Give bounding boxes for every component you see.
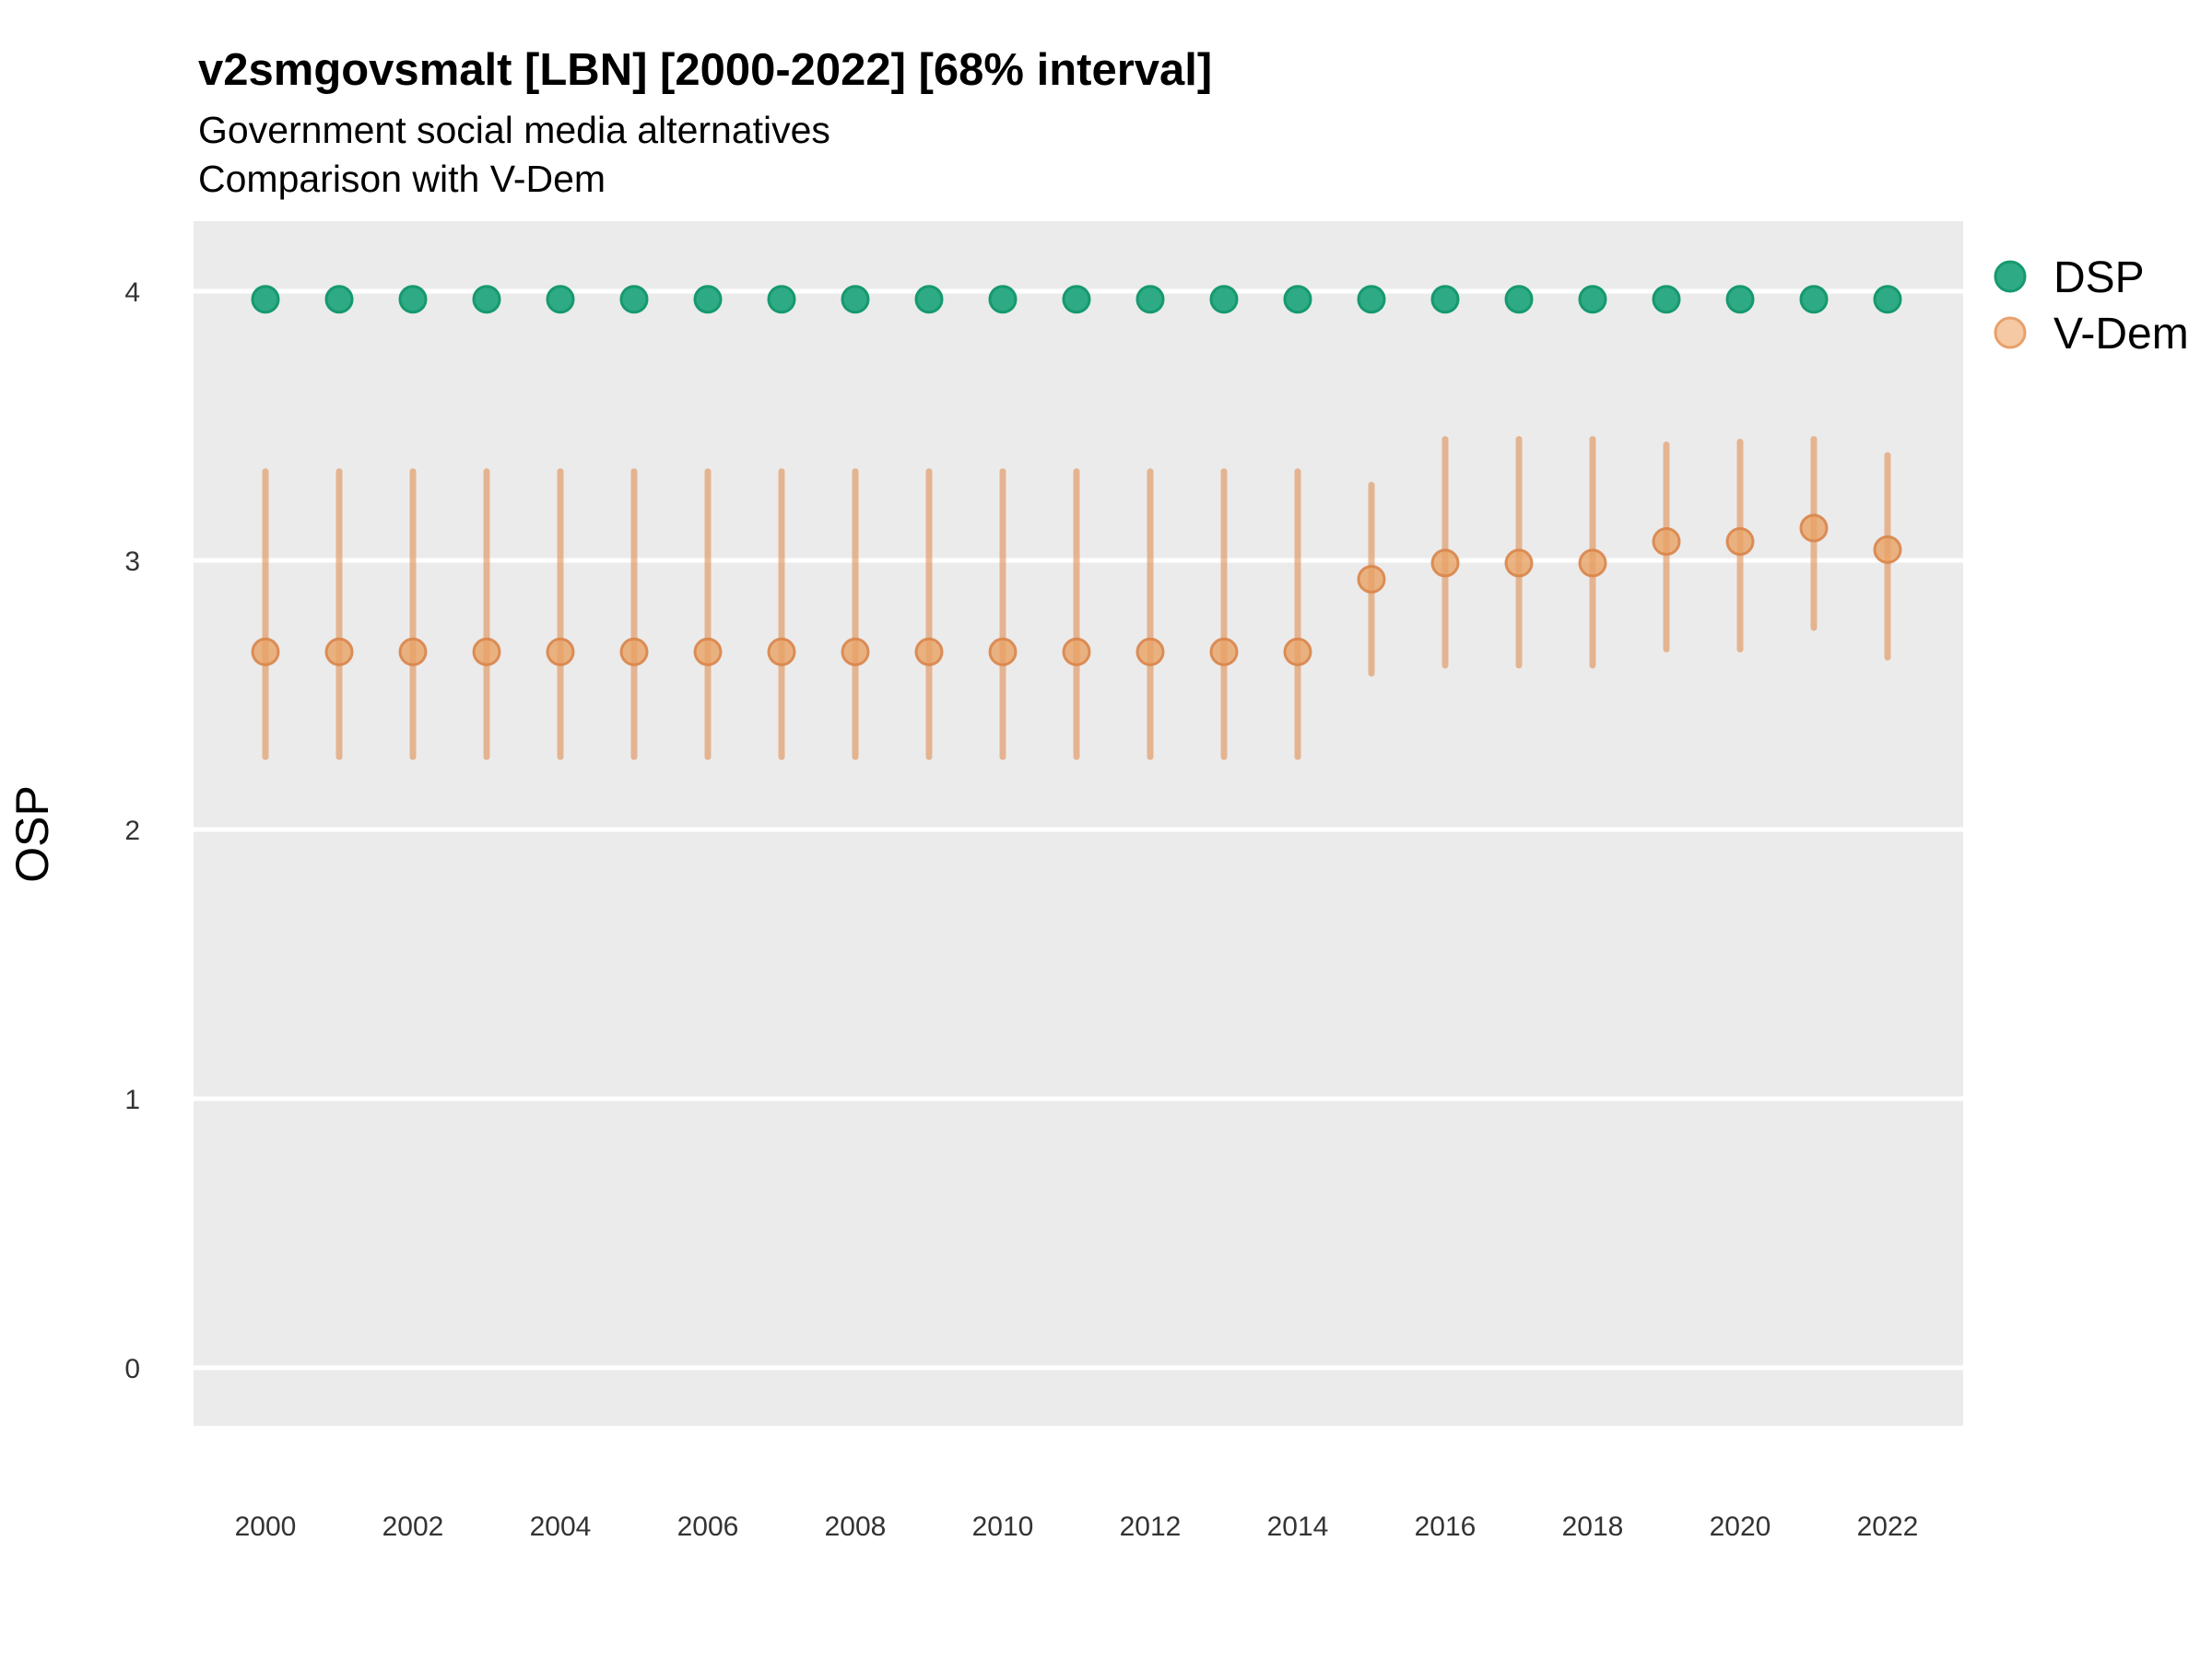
dsp-point — [1283, 285, 1312, 314]
legend-label-vdem: V-Dem — [2053, 310, 2189, 359]
x-tick-label: 2004 — [530, 1512, 592, 1542]
chart-subtitle: Government social media alternatives — [198, 109, 830, 151]
legend-item-dsp: DSP — [1994, 253, 2145, 302]
dsp-point — [1652, 285, 1681, 314]
x-tick-label: 2016 — [1415, 1512, 1477, 1542]
vdem-point — [619, 637, 649, 666]
legend-swatch-vdem-icon — [1994, 316, 2027, 349]
y-tick-labels-layer: 4 3 2 1 0 — [124, 277, 140, 1384]
dsp-point — [472, 285, 501, 314]
x-tick-label: 2022 — [1857, 1512, 1919, 1542]
legend-item-vdem: V-Dem — [1994, 310, 2189, 359]
vdem-point — [1504, 548, 1534, 578]
vdem-point — [1430, 548, 1460, 578]
x-tick-label: 2006 — [677, 1512, 739, 1542]
vdem-point — [324, 637, 354, 666]
vdem-point — [1799, 513, 1829, 543]
vdem-point — [1357, 564, 1386, 594]
vdem-point — [1283, 637, 1312, 666]
chart-subtitle-2: Comparison with V-Dem — [198, 158, 606, 200]
dsp-point — [1799, 285, 1829, 314]
x-tick-label: 2008 — [825, 1512, 887, 1542]
x-tick-labels-layer: 2000 2002 2004 2006 2008 2010 2012 2014 2016 2018… — [235, 1512, 1919, 1542]
dsp-point — [914, 285, 944, 314]
vdem-point — [251, 637, 280, 666]
y-tick-label: 3 — [124, 547, 140, 577]
dsp-point — [1873, 285, 1902, 314]
x-tick-label: 2018 — [1562, 1512, 1624, 1542]
chart-title: v2smgovsmalt [LBN] [2000-2022] [68% inte… — [198, 45, 1212, 95]
vdem-point — [1652, 527, 1681, 557]
x-tick-label: 2002 — [382, 1512, 444, 1542]
vdem-point — [472, 637, 501, 666]
dsp-point — [1062, 285, 1091, 314]
dsp-point — [1430, 285, 1460, 314]
vdem-point — [1578, 548, 1607, 578]
vdem-point — [1209, 637, 1239, 666]
dsp-point — [619, 285, 649, 314]
y-tick-label: 2 — [124, 816, 140, 846]
dsp-point — [1725, 285, 1755, 314]
dsp-point — [1209, 285, 1239, 314]
vdem-point — [841, 637, 870, 666]
vdem-point — [914, 637, 944, 666]
dsp-point — [251, 285, 280, 314]
vdem-point — [1873, 535, 1902, 564]
dsp-point — [1135, 285, 1165, 314]
y-tick-label: 0 — [124, 1354, 140, 1384]
vdem-point — [693, 637, 723, 666]
x-tick-label: 2014 — [1267, 1512, 1329, 1542]
dsp-point — [693, 285, 723, 314]
vdem-point — [1062, 637, 1091, 666]
legend-label-dsp: DSP — [2053, 253, 2145, 302]
dsp-point — [841, 285, 870, 314]
dsp-point — [988, 285, 1018, 314]
x-tick-label: 2012 — [1120, 1512, 1182, 1542]
dsp-point — [546, 285, 575, 314]
vdem-point — [767, 637, 796, 666]
vdem-point — [1135, 637, 1165, 666]
x-tick-label: 2010 — [972, 1512, 1034, 1542]
dsp-point — [767, 285, 796, 314]
y-tick-label: 1 — [124, 1085, 140, 1115]
y-tick-label: 4 — [124, 277, 140, 308]
legend-swatch-dsp-icon — [1994, 260, 2027, 293]
x-tick-label: 2020 — [1710, 1512, 1771, 1542]
dsp-point — [1504, 285, 1534, 314]
dsp-point — [398, 285, 428, 314]
y-axis-title: OSP — [6, 785, 58, 883]
vdem-point — [398, 637, 428, 666]
plot-panel — [194, 221, 1963, 1426]
dsp-point — [324, 285, 354, 314]
dsp-point — [1578, 285, 1607, 314]
data-points-layer — [251, 285, 1902, 666]
legend: DSP V-Dem — [1994, 253, 2189, 359]
vdem-point — [988, 637, 1018, 666]
dsp-point — [1357, 285, 1386, 314]
vdem-point — [546, 637, 575, 666]
x-tick-label: 2000 — [235, 1512, 297, 1542]
vdem-point — [1725, 527, 1755, 557]
